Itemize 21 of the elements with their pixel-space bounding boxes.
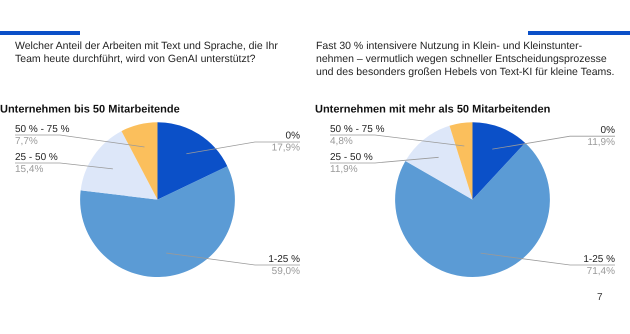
slice-label: 1-25 %: [583, 254, 616, 265]
text: Fast 30 % intensivere Nutzung in Klein- und Kleinstunter-nehmen – vermutlich wegen schneller Entscheidungsprozesse und des besonders großen Hebels von Text-KI für kleine Teams.: [316, 40, 616, 79]
slice-label: 0%: [286, 130, 300, 142]
data-label: 17,9%: [272, 142, 300, 154]
text: 7: [597, 292, 603, 303]
data-label: 7,7%: [15, 136, 38, 147]
data-label: 71,4%: [586, 266, 616, 277]
slice-label: 50 % - 75 %: [15, 124, 70, 135]
slice-label: 0%: [600, 124, 616, 136]
data-label: 11,9%: [587, 136, 616, 148]
chart-title: Unternehmen mit mehr als 50 Mitarbeitenden: [315, 104, 551, 116]
slice-label: 50 % - 75 %: [330, 124, 385, 135]
slice-label: 1-25 %: [268, 254, 300, 265]
slice-label: 25 - 50 %: [330, 152, 373, 163]
slice-label: 25 - 50 %: [15, 152, 58, 163]
data-label: 11,9%: [330, 164, 358, 175]
text: Welcher Anteil der Arbeiten mit Text und Sprache, die Ihr Team heute durchführt, wird von GenAI unterstützt?: [15, 40, 279, 66]
chart-title: Unternehmen bis 50 Mitarbeitende: [0, 104, 180, 116]
data-label: 59,0%: [272, 266, 300, 277]
data-label: 15,4%: [15, 164, 44, 175]
data-label: 4,8%: [330, 136, 353, 147]
